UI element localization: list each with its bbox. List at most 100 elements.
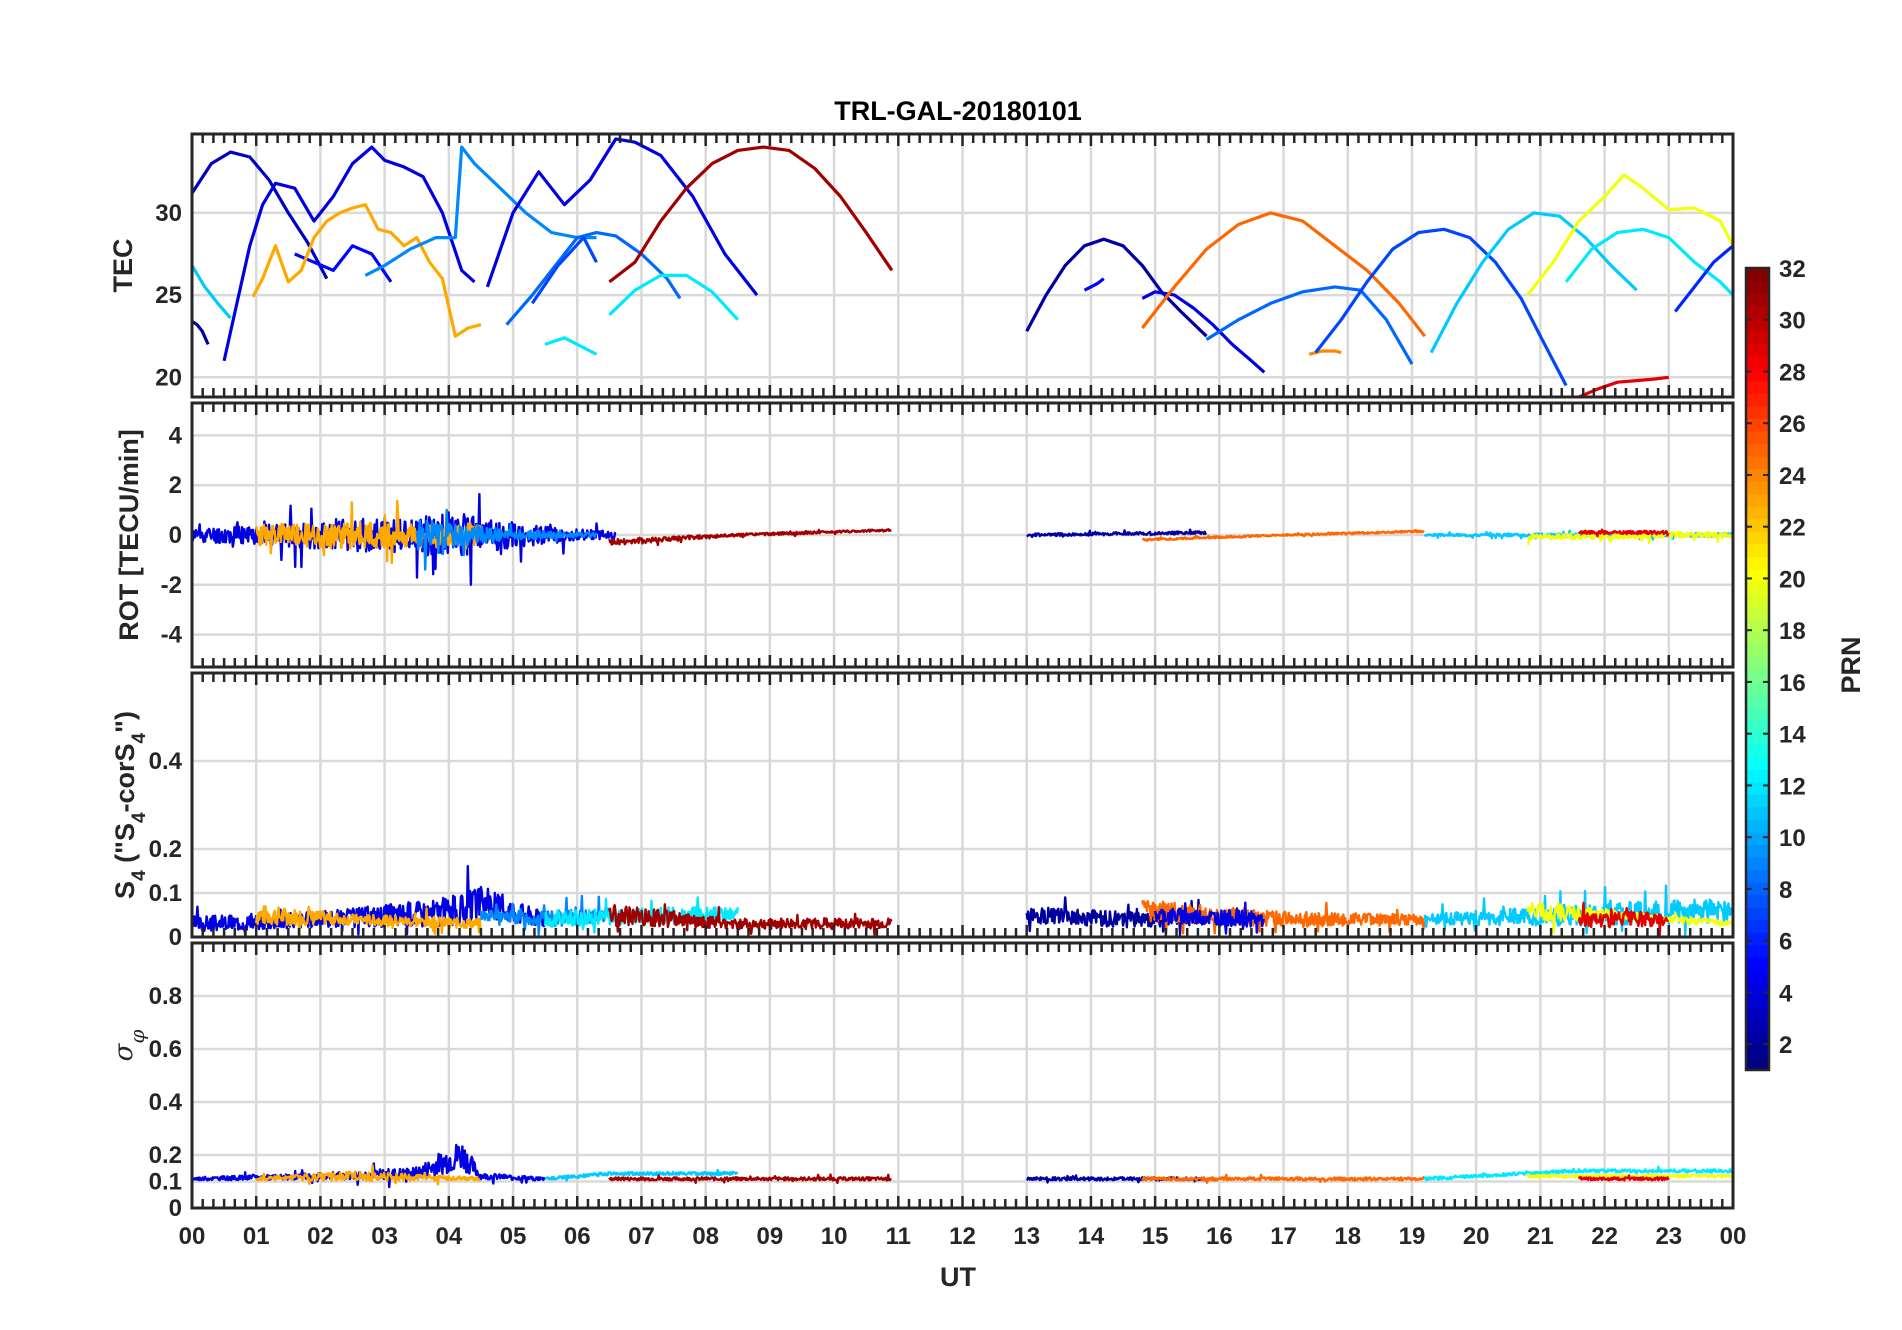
series-prn-5	[1083, 277, 1105, 292]
series-prn-11	[1429, 211, 1638, 354]
series-s4	[192, 865, 1733, 936]
colorbar-cell	[1746, 669, 1769, 683]
colorbar-tick-label: 2	[1779, 1032, 1792, 1059]
panel-tec: 20 25 30	[155, 132, 1735, 399]
series-prn-12	[544, 336, 598, 356]
series-prn-25	[1141, 529, 1425, 542]
colorbar-cell	[1746, 706, 1769, 720]
colorbar-tick-label: 30	[1779, 308, 1806, 335]
colorbar-cell	[1746, 305, 1769, 319]
panel-rot: -4 -2 0 2 4	[161, 401, 1735, 669]
series-prn-25	[1141, 1173, 1425, 1184]
series-prn-5	[294, 244, 393, 283]
y-tick-label: 0	[169, 1195, 182, 1222]
colorbar-cell	[1746, 1007, 1769, 1021]
ticks-rot	[190, 403, 1735, 667]
x-tick-label: 05	[500, 1223, 527, 1250]
series-prn-24	[1308, 349, 1342, 356]
colorbar-cell	[1746, 756, 1769, 770]
colorbar-cell	[1746, 1032, 1769, 1046]
colorbar-cell	[1746, 1057, 1769, 1071]
colorbar-cell	[1746, 455, 1769, 470]
x-tick-label: 10	[821, 1223, 848, 1250]
y-tick-label: 0.1	[149, 1169, 182, 1196]
series-prn-25	[1141, 211, 1427, 338]
x-tick-label: 14	[1078, 1223, 1105, 1250]
colorbar-cell	[1746, 744, 1769, 758]
series-prn-11	[544, 1168, 739, 1182]
colorbar-cell	[1746, 430, 1769, 445]
colorbar-cell	[1746, 380, 1769, 394]
series-prn-29	[1577, 1174, 1670, 1182]
y-tick-label: 2	[169, 472, 182, 499]
colorbar-cell	[1746, 731, 1769, 745]
series-prn-31	[608, 1173, 892, 1185]
colorbar-cell	[1746, 268, 1769, 282]
series-prn-4	[222, 145, 476, 362]
colorbar-cell	[1746, 806, 1769, 820]
x-tick-label: 22	[1591, 1223, 1618, 1250]
y-tick-label: 0.2	[149, 836, 182, 863]
ticks-sigma	[190, 943, 1735, 1208]
ticks-s4	[190, 673, 1735, 937]
colorbar-cell	[1746, 443, 1769, 457]
colorbar-cell	[1746, 368, 1769, 382]
colorbar-cell	[1746, 869, 1769, 883]
x-tick-label: 19	[1399, 1223, 1426, 1250]
series-prn-12	[1564, 227, 1733, 297]
colorbar-tick-label: 32	[1779, 256, 1806, 283]
colorbar-cell	[1746, 355, 1769, 369]
series-prn-23	[255, 905, 482, 936]
series-prn-23	[255, 1164, 482, 1186]
series-prn-4	[192, 865, 547, 936]
x-tick-label: 07	[628, 1223, 655, 1250]
colorbar-tick-label: 24	[1779, 463, 1806, 490]
x-tick-label: 15	[1142, 1223, 1169, 1250]
colorbar-cell	[1746, 518, 1769, 532]
colorbar-cell	[1746, 606, 1769, 620]
colorbar-cell	[1746, 531, 1769, 545]
x-tick-labels: 00 01 02 03 04 05 06 07 08 09 10 11 12 13 14 15 16 17 18 19…	[179, 1223, 1747, 1250]
colorbar-tick-label: 14	[1779, 722, 1806, 749]
grid-tec	[190, 134, 1735, 397]
colorbar-tick-label: 8	[1779, 877, 1792, 904]
colorbar-cell	[1746, 719, 1769, 733]
series-prn-20	[1526, 528, 1733, 546]
series-sigma	[192, 1143, 1733, 1189]
y-tick-label: 4	[169, 422, 183, 449]
series-prn-31	[608, 145, 894, 284]
colorbar-cell	[1746, 643, 1769, 658]
colorbar-cell	[1746, 882, 1769, 896]
series-prn-3	[192, 150, 329, 280]
x-tick-label: 01	[243, 1223, 270, 1250]
colorbar-cell	[1746, 418, 1769, 432]
colorbar-tick-label: 18	[1779, 618, 1806, 645]
y-tick-label: 0.1	[149, 880, 182, 907]
y-tick-label: 0.4	[149, 1089, 183, 1116]
colorbar-cell	[1746, 343, 1769, 357]
colorbar-tick-label: 22	[1779, 515, 1806, 542]
colorbar-cell	[1746, 844, 1769, 858]
y-tick-label: 20	[155, 364, 182, 391]
panels: 202530-4-202400.10.20.400.10.20.40.60.8T…	[108, 132, 1735, 1222]
y-tick-label: 0.2	[149, 1142, 182, 1169]
x-tick-label: 20	[1463, 1223, 1490, 1250]
colorbar-cell	[1746, 506, 1769, 520]
series-prn-29	[1577, 528, 1670, 538]
x-tick-label: 16	[1206, 1223, 1233, 1250]
y-tick-label: 30	[155, 200, 182, 227]
y-axis-label-sigma: σφ	[109, 1030, 149, 1062]
colorbar-cell	[1746, 781, 1769, 795]
series-prn-9	[364, 145, 597, 277]
colorbar-cell	[1746, 831, 1769, 846]
x-tick-label: 18	[1334, 1223, 1361, 1250]
x-tick-label: 08	[692, 1223, 719, 1250]
colorbar-cell	[1746, 907, 1769, 921]
colorbar-cell	[1746, 280, 1769, 294]
x-tick-label: 00	[179, 1223, 206, 1250]
colorbar-cell	[1746, 1019, 1769, 1034]
colorbar-cell	[1746, 543, 1769, 557]
x-tick-label: 11	[886, 1223, 911, 1250]
y-tick-label: -4	[161, 622, 183, 649]
grid-s4	[190, 673, 1735, 939]
